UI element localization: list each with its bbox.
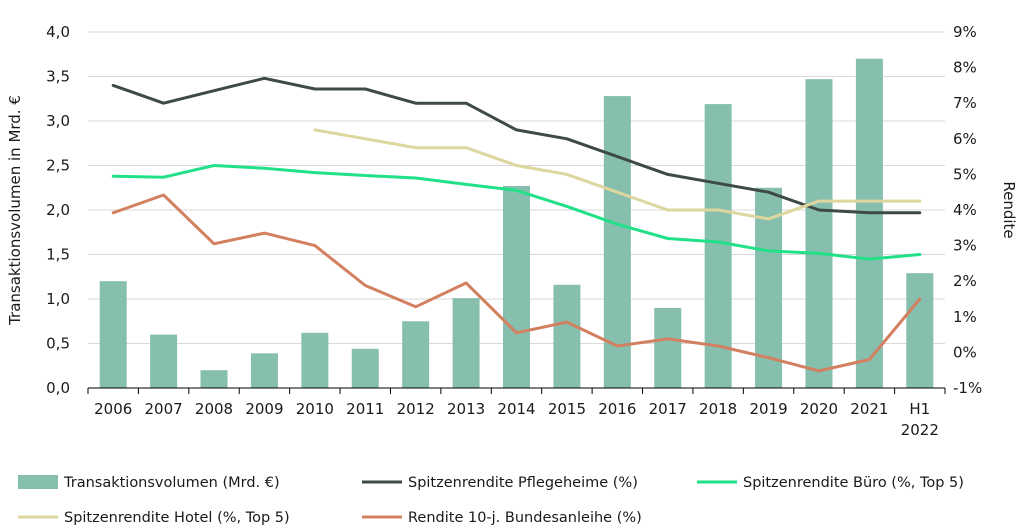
legend-item: Rendite 10-j. Bundesanleihe (%) bbox=[362, 510, 642, 526]
y-right-axis-label: Rendite bbox=[1000, 181, 1018, 238]
x-tick-label: 2010 bbox=[296, 400, 334, 418]
x-tick-label: H1 bbox=[909, 400, 930, 418]
x-tick-label: 2018 bbox=[699, 400, 737, 418]
legend-swatch bbox=[18, 475, 58, 489]
y-left-tick-label: 0,5 bbox=[46, 335, 70, 353]
y-left-tick-label: 4,0 bbox=[46, 23, 70, 41]
bar bbox=[805, 79, 833, 389]
x-tick-label: 2017 bbox=[649, 400, 687, 418]
bar bbox=[603, 96, 631, 388]
bars bbox=[99, 58, 934, 389]
y-right-tick-label: 3% bbox=[953, 237, 977, 255]
x-tick-label: 2011 bbox=[346, 400, 384, 418]
bar bbox=[402, 321, 430, 388]
series-line bbox=[111, 164, 922, 261]
bar bbox=[452, 298, 480, 388]
bar bbox=[200, 370, 228, 388]
series-line bbox=[111, 193, 922, 373]
x-tick-label: 2006 bbox=[94, 400, 132, 418]
x-tick-label: 2009 bbox=[245, 400, 283, 418]
lines bbox=[111, 76, 922, 373]
x-tick-label: 2022 bbox=[901, 421, 939, 439]
axes: 0,0 0,5 1,0 1,5 2,0 2,5 3,0 3,5 4,0 -1% 0% 1% 2% 3% 4%… bbox=[6, 23, 1018, 439]
y-left-tick-label: 1,0 bbox=[46, 290, 70, 308]
x-tick-label: 2015 bbox=[548, 400, 586, 418]
legend-item: Spitzenrendite Pflegeheime (%) bbox=[362, 475, 638, 491]
x-tick-label: 2014 bbox=[497, 400, 535, 418]
legend-item: Transaktionsvolumen (Mrd. €) bbox=[18, 475, 280, 491]
y-right-tick-label: 0% bbox=[953, 343, 977, 361]
legend-label: Spitzenrendite Pflegeheime (%) bbox=[408, 475, 638, 491]
legend-item: Spitzenrendite Hotel (%, Top 5) bbox=[18, 510, 290, 526]
legend-label: Spitzenrendite Hotel (%, Top 5) bbox=[64, 510, 290, 526]
y-right-tick-label: 2% bbox=[953, 272, 977, 290]
bar bbox=[906, 273, 934, 388]
bar bbox=[654, 307, 682, 388]
series-line bbox=[313, 128, 922, 221]
y-left-tick-label: 3,5 bbox=[46, 68, 70, 86]
x-tick-label: 2013 bbox=[447, 400, 485, 418]
y-right-tick-label: -1% bbox=[953, 379, 982, 397]
bar bbox=[553, 284, 581, 388]
y-right-tick-label: 7% bbox=[953, 94, 977, 112]
legend-item: Spitzenrendite Büro (%, Top 5) bbox=[697, 475, 964, 491]
bar bbox=[503, 185, 530, 388]
legend: Transaktionsvolumen (Mrd. €) Spitzenrendi… bbox=[18, 475, 964, 526]
y-left-tick-label: 0,0 bbox=[46, 379, 70, 397]
bar bbox=[250, 353, 278, 388]
y-left-axis-label: Transaktionsvolumen in Mrd. € bbox=[6, 95, 24, 326]
y-right-tick-label: 8% bbox=[953, 59, 977, 77]
legend-label: Rendite 10-j. Bundesanleihe (%) bbox=[408, 510, 642, 526]
y-left-tick-label: 3,0 bbox=[46, 112, 70, 130]
bar bbox=[855, 58, 883, 388]
legend-label: Transaktionsvolumen (Mrd. €) bbox=[63, 475, 280, 491]
y-right-tick-label: 1% bbox=[953, 308, 977, 326]
x-tick-label: 2012 bbox=[397, 400, 435, 418]
x-tick-label: 2007 bbox=[145, 400, 183, 418]
y-right-tick-label: 4% bbox=[953, 201, 977, 219]
x-tick-label: 2021 bbox=[850, 400, 888, 418]
y-right-tick-label: 9% bbox=[953, 23, 977, 41]
bar bbox=[301, 332, 329, 388]
legend-label: Spitzenrendite Büro (%, Top 5) bbox=[743, 475, 964, 491]
y-left-tick-label: 1,5 bbox=[46, 246, 70, 264]
y-left-tick-label: 2,0 bbox=[46, 201, 70, 219]
bar bbox=[150, 334, 178, 388]
y-right-tick-label: 5% bbox=[953, 165, 977, 183]
bar bbox=[99, 281, 127, 388]
x-tick-label: 2020 bbox=[800, 400, 838, 418]
bar bbox=[704, 104, 732, 388]
x-tick-label: 2016 bbox=[598, 400, 636, 418]
y-right-tick-label: 6% bbox=[953, 130, 977, 148]
x-tick-label: 2019 bbox=[749, 400, 787, 418]
x-tick-label: 2008 bbox=[195, 400, 233, 418]
bar bbox=[351, 348, 379, 388]
y-left-tick-label: 2,5 bbox=[46, 157, 70, 175]
series-line bbox=[111, 76, 922, 215]
